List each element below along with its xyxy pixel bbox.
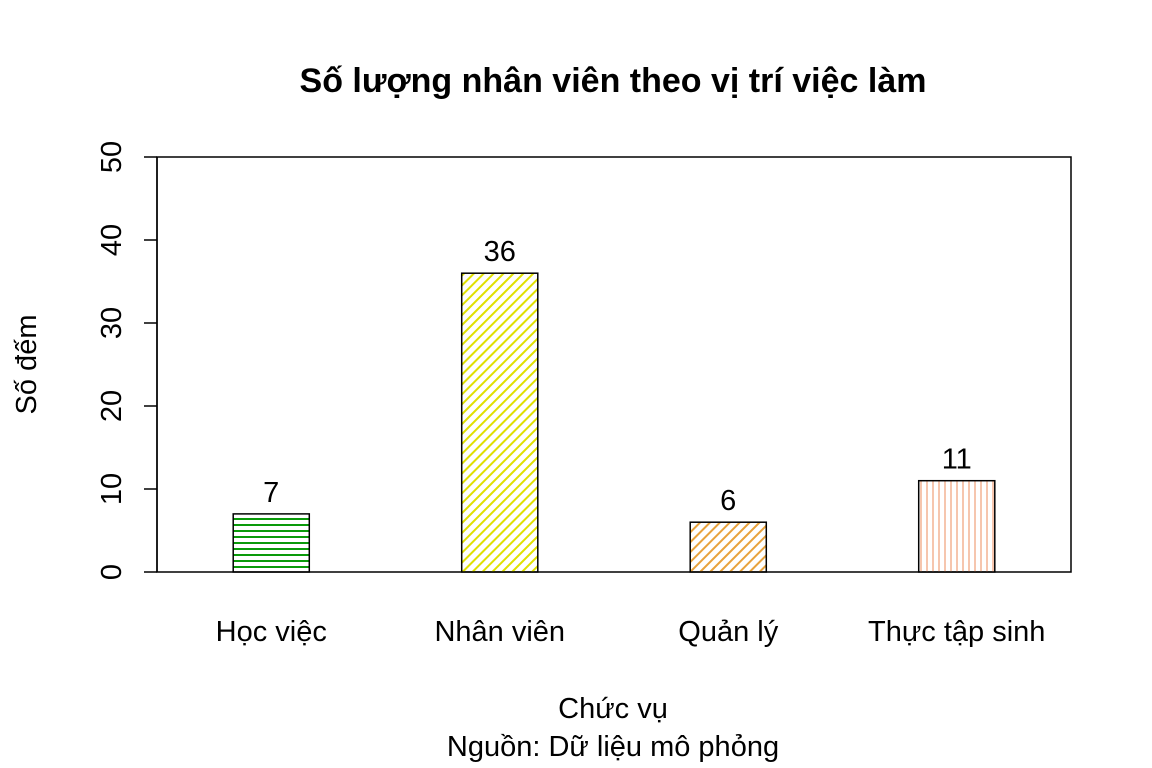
bar bbox=[232, 513, 311, 573]
y-tick-label: 10 bbox=[96, 473, 128, 505]
y-tick-label: 40 bbox=[96, 224, 128, 256]
x-axis-label: Chức vụ bbox=[558, 693, 668, 725]
data-label: 36 bbox=[484, 236, 516, 268]
y-axis: 0 10 20 30 40 50 bbox=[96, 141, 158, 580]
bar bbox=[460, 272, 539, 573]
data-label: 11 bbox=[942, 444, 972, 476]
x-tick-label: Thực tập sinh bbox=[868, 616, 1045, 648]
y-tick-label: 50 bbox=[96, 141, 128, 173]
bar bbox=[689, 521, 768, 573]
chart-caption: Nguồn: Dữ liệu mô phỏng bbox=[447, 731, 779, 763]
x-tick-label: Quản lý bbox=[678, 616, 778, 648]
data-label: 6 bbox=[720, 485, 736, 517]
chart-title: Số lượng nhân viên theo vị trí việc làm bbox=[300, 62, 927, 100]
data-label: 7 bbox=[263, 477, 279, 509]
y-tick-label: 0 bbox=[96, 564, 128, 580]
y-axis-label: Số đếm bbox=[11, 315, 43, 415]
bars: 7 36 6 11 bbox=[232, 236, 996, 573]
y-tick-label: 30 bbox=[96, 307, 128, 339]
x-tick-labels: Học việc Nhân viên Quản lý Thực tập sinh bbox=[216, 616, 1046, 648]
bar bbox=[917, 479, 996, 573]
y-tick-label: 20 bbox=[96, 390, 128, 422]
x-tick-label: Nhân viên bbox=[434, 616, 565, 648]
x-tick-label: Học việc bbox=[216, 616, 327, 648]
